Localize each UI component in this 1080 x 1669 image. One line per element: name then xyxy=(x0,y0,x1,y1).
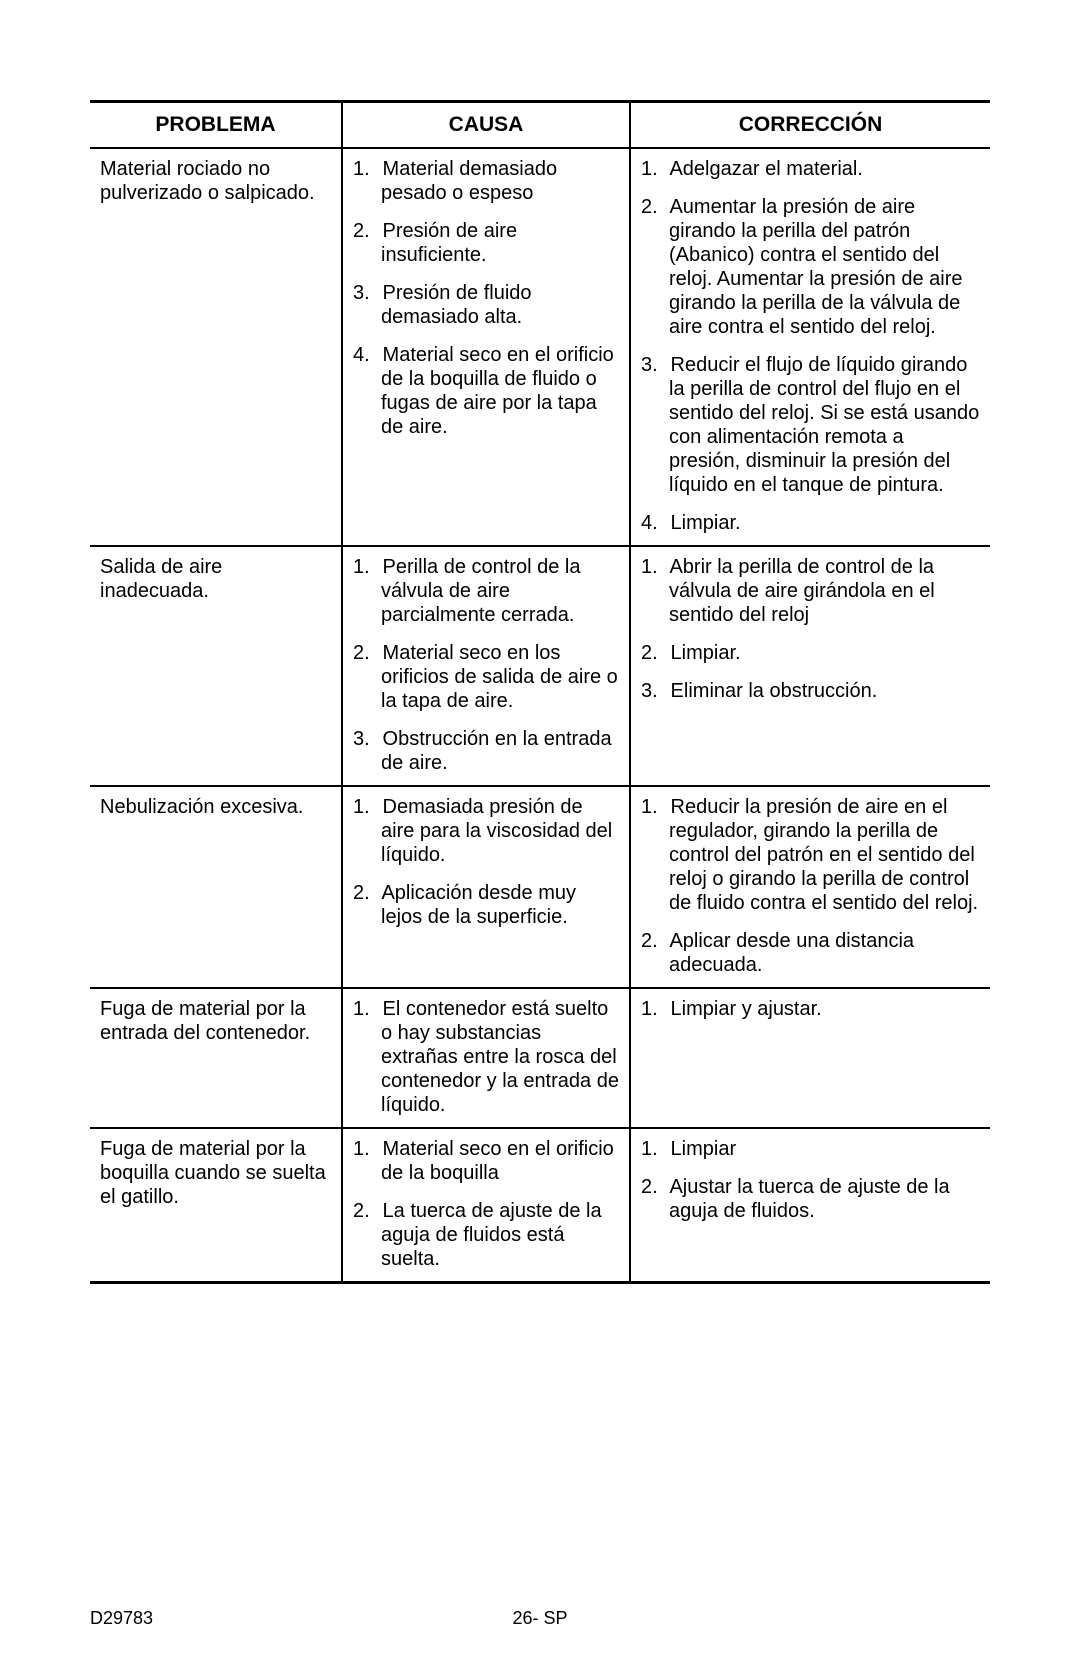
header-problema: PROBLEMA xyxy=(90,102,342,149)
correccion-item: 4. Limpiar. xyxy=(641,511,980,535)
table-header-row: PROBLEMA CAUSA CORRECCIÓN xyxy=(90,102,990,149)
page-footer: D29783 26- SP xyxy=(90,1608,990,1629)
causa-item: 1. El contenedor está suelto o hay subst… xyxy=(353,997,619,1117)
causa-item: 2. Aplicación desde muy lejos de la supe… xyxy=(353,881,619,929)
table-row: Nebulización excesiva.1. Demasiada presi… xyxy=(90,786,990,988)
causa-item: 2. La tuerca de ajuste de la aguja de fl… xyxy=(353,1199,619,1271)
table-row: Fuga de material por la entrada del cont… xyxy=(90,988,990,1128)
correccion-item: 1. Limpiar xyxy=(641,1137,980,1161)
causa-cell: 1. Perilla de control de la válvula de a… xyxy=(342,546,630,786)
correccion-cell: 1. Reducir la presión de aire en el regu… xyxy=(630,786,990,988)
header-correccion: CORRECCIÓN xyxy=(630,102,990,149)
causa-item: 1. Material seco en el orificio de la bo… xyxy=(353,1137,619,1185)
correccion-cell: 1. Limpiar 2. Ajustar la tuerca de ajuste… xyxy=(630,1128,990,1283)
causa-cell: 1. Demasiada presión de aire para la vis… xyxy=(342,786,630,988)
causa-item: 4. Material seco en el orificio de la bo… xyxy=(353,343,619,439)
troubleshooting-table: PROBLEMA CAUSA CORRECCIÓN Material rocia… xyxy=(90,100,990,1284)
correccion-item: 1. Reducir la presión de aire en el regu… xyxy=(641,795,980,915)
correccion-cell: 1. Adelgazar el material. 2. Aumentar la … xyxy=(630,148,990,546)
correccion-item: 3. Eliminar la obstrucción. xyxy=(641,679,980,703)
causa-cell: 1. Material seco en el orificio de la bo… xyxy=(342,1128,630,1283)
correccion-item: 1. Abrir la perilla de control de la vál… xyxy=(641,555,980,627)
causa-item: 1. Perilla de control de la válvula de a… xyxy=(353,555,619,627)
causa-item: 1. Demasiada presión de aire para la vis… xyxy=(353,795,619,867)
causa-item: 2. Material seco en los orificios de sal… xyxy=(353,641,619,713)
correccion-item: 2. Limpiar. xyxy=(641,641,980,665)
correccion-item: 1. Adelgazar el material. xyxy=(641,157,980,181)
correccion-item: 1. Limpiar y ajustar. xyxy=(641,997,980,1021)
correccion-cell: 1. Limpiar y ajustar. xyxy=(630,988,990,1128)
causa-item: 1. Material demasiado pesado o espeso xyxy=(353,157,619,205)
causa-item: 3. Obstrucción en la entrada de aire. xyxy=(353,727,619,775)
problema-cell: Salida de aire inadecuada. xyxy=(90,546,342,786)
problema-cell: Nebulización excesiva. xyxy=(90,786,342,988)
correccion-cell: 1. Abrir la perilla de control de la vál… xyxy=(630,546,990,786)
manual-page: PROBLEMA CAUSA CORRECCIÓN Material rocia… xyxy=(0,0,1080,1669)
causa-item: 2. Presión de aire insuficiente. xyxy=(353,219,619,267)
causa-cell: 1. Material demasiado pesado o espeso 2. … xyxy=(342,148,630,546)
header-causa: CAUSA xyxy=(342,102,630,149)
table-row: Material rociado no pulverizado o salpic… xyxy=(90,148,990,546)
correccion-item: 3. Reducir el flujo de líquido girando l… xyxy=(641,353,980,497)
footer-page-number: 26- SP xyxy=(90,1608,990,1629)
problema-cell: Fuga de material por la entrada del cont… xyxy=(90,988,342,1128)
correccion-item: 2. Ajustar la tuerca de ajuste de la agu… xyxy=(641,1175,980,1223)
table-row: Salida de aire inadecuada.1. Perilla de … xyxy=(90,546,990,786)
causa-cell: 1. El contenedor está suelto o hay subst… xyxy=(342,988,630,1128)
problema-cell: Fuga de material por la boquilla cuando … xyxy=(90,1128,342,1283)
correccion-item: 2. Aumentar la presión de aire girando l… xyxy=(641,195,980,339)
table-body: Material rociado no pulverizado o salpic… xyxy=(90,148,990,1283)
table-row: Fuga de material por la boquilla cuando … xyxy=(90,1128,990,1283)
causa-item: 3. Presión de fluido demasiado alta. xyxy=(353,281,619,329)
correccion-item: 2. Aplicar desde una distancia adecuada. xyxy=(641,929,980,977)
problema-cell: Material rociado no pulverizado o salpic… xyxy=(90,148,342,546)
